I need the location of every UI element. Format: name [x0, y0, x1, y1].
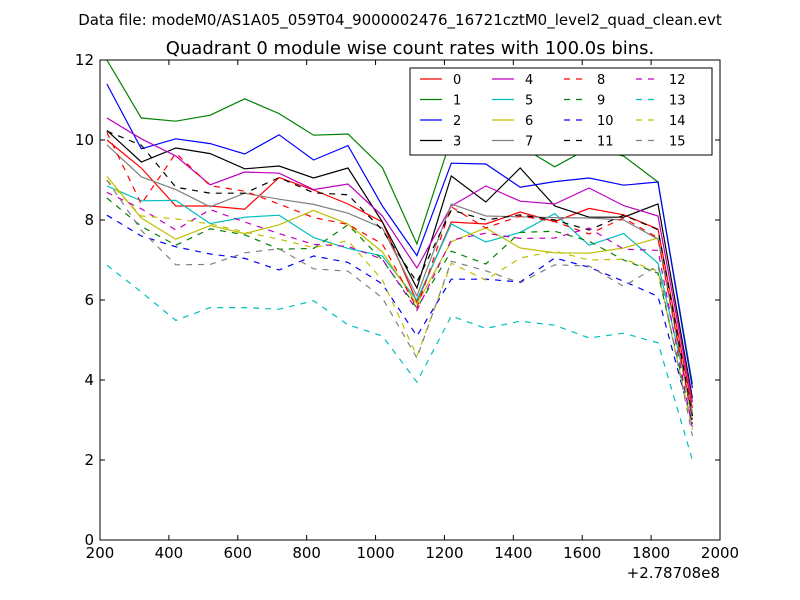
series-line-11: [106, 130, 693, 417]
legend-label-4: 4: [525, 73, 533, 88]
axis-ticks: 200 400 600 800 1000 1200 1400 1600 1800 2000 0 2 4 6…: [75, 51, 739, 562]
x-tick-label: 1600: [563, 544, 601, 562]
series-group: [106, 59, 693, 461]
legend-label-9: 9: [597, 94, 605, 109]
legend-label-14: 14: [669, 114, 686, 129]
y-tick-label: 10: [75, 131, 94, 149]
x-tick-label: 1400: [494, 544, 532, 562]
x-tick-label: 1000: [356, 544, 394, 562]
x-offset-label: +2.78708e8: [627, 564, 720, 582]
legend-label-13: 13: [669, 94, 686, 109]
series-line-13: [106, 264, 693, 461]
legend-label-10: 10: [597, 114, 614, 129]
legend-label-6: 6: [525, 114, 533, 129]
legend-label-8: 8: [597, 73, 605, 88]
legend-label-12: 12: [669, 73, 686, 88]
legend-label-2: 2: [453, 114, 461, 129]
y-tick-label: 8: [84, 211, 94, 229]
y-tick-label: 12: [75, 51, 94, 69]
chart-supertitle: Data file: modeM0/AS1A05_059T04_90000024…: [78, 11, 722, 30]
legend-label-11: 11: [597, 135, 614, 150]
x-tick-label: 1200: [425, 544, 463, 562]
y-tick-label: 0: [84, 531, 94, 549]
series-line-7: [106, 144, 693, 417]
legend-label-5: 5: [525, 94, 533, 109]
x-tick-label: 1800: [632, 544, 670, 562]
y-tick-label: 2: [84, 451, 94, 469]
series-line-8: [106, 132, 693, 421]
x-tick-label: 200: [86, 544, 115, 562]
legend-label-3: 3: [453, 135, 461, 150]
chart-title: Quadrant 0 module wise count rates with …: [166, 38, 655, 59]
y-tick-label: 4: [84, 371, 94, 389]
legend-label-15: 15: [669, 135, 686, 150]
legend-label-1: 1: [453, 94, 461, 109]
legend-label-0: 0: [453, 73, 461, 88]
series-line-6: [106, 176, 693, 421]
x-tick-label: 2000: [701, 544, 739, 562]
y-tick-label: 6: [84, 291, 94, 309]
x-tick-label: 600: [223, 544, 252, 562]
x-tick-label: 400: [155, 544, 184, 562]
series-line-10: [106, 214, 693, 425]
x-tick-label: 800: [292, 544, 321, 562]
legend-label-7: 7: [525, 135, 533, 150]
series-line-12: [106, 191, 693, 429]
legend-box: [409, 67, 713, 156]
series-line-14: [106, 179, 693, 431]
series-line-2: [106, 83, 693, 389]
